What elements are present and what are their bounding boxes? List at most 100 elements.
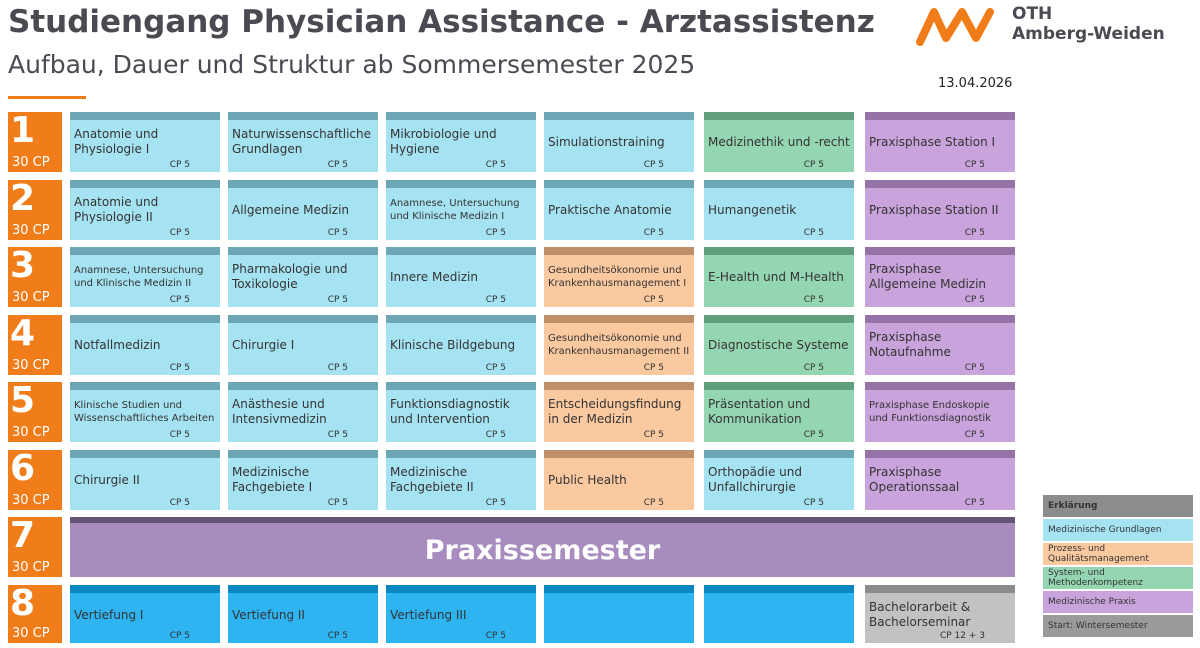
- semester-number: 1: [10, 110, 36, 151]
- semester-cp: 30 CP: [12, 358, 50, 373]
- module-bar: [228, 315, 378, 323]
- module-cp: CP 5: [327, 228, 348, 238]
- module-name-text: Vertiefung III: [390, 607, 467, 622]
- module-name: Praktische Anatomie: [548, 188, 690, 232]
- module: Praxisphase Station II CP 5: [865, 180, 1015, 240]
- module-name: Vertiefung III: [390, 593, 532, 637]
- module-bar: [386, 112, 536, 120]
- module: Diagnostische Systeme CP 5: [704, 315, 854, 375]
- banner-bar: [70, 517, 1015, 523]
- module-bar: [704, 112, 854, 120]
- module: Orthopädie und Unfallchirurgie CP 5: [704, 450, 854, 510]
- semester-box: 4 30 CP: [8, 313, 62, 375]
- module-name-text: Vertiefung I: [74, 607, 144, 622]
- module-bar: [70, 382, 220, 390]
- module: Vertiefung I CP 5: [70, 585, 220, 643]
- module-name: Naturwissenschaftliche Grundlagen: [232, 120, 374, 164]
- module-name: Anästhesie und Intensivmedizin: [232, 390, 374, 434]
- module-bar: [865, 382, 1015, 390]
- module-name-text: Klinische Studien und Wissenschaftliches…: [74, 400, 215, 424]
- module: Allgemeine Medizin CP 5: [228, 180, 378, 240]
- semester-number: 2: [10, 178, 36, 219]
- legend-item: Start: Wintersemester: [1043, 615, 1193, 637]
- module-name-text: Anamnese, Untersuchung und Klinische Med…: [390, 198, 520, 222]
- module-cp: CP 5: [169, 295, 190, 305]
- module-bar: [70, 450, 220, 458]
- module-name: Anatomie und Physiologie II: [74, 188, 216, 232]
- module-cp: CP 5: [643, 295, 664, 305]
- module-cp: CP 5: [803, 295, 824, 305]
- module-bar: [704, 180, 854, 188]
- module-name-text: Praktische Anatomie: [548, 202, 672, 217]
- module-name: Orthopädie und Unfallchirurgie: [708, 458, 850, 502]
- legend-item: Medizinische Praxis: [1043, 591, 1193, 613]
- module-name-text: Bachelorarbeit & Bachelorseminar: [869, 600, 971, 629]
- date: 13.04.2026: [938, 76, 1013, 91]
- semester-cp: 30 CP: [12, 626, 50, 641]
- module-name-text: Gesundheitsökonomie und Krankenhausmanag…: [548, 265, 687, 289]
- module-cp: CP 5: [964, 498, 985, 508]
- module-cp: CP 5: [964, 160, 985, 170]
- module-name-text: Mikrobiologie und Hygiene: [390, 127, 497, 156]
- module-bar: [228, 180, 378, 188]
- semester-number: 6: [10, 448, 36, 489]
- legend-item: Medizinische Grundlagen: [1043, 519, 1193, 541]
- module-name: Gesundheitsökonomie und Krankenhausmanag…: [548, 255, 690, 299]
- module-name: E-Health und M-Health: [708, 255, 850, 299]
- module-name-text: Allgemeine Medizin: [232, 202, 350, 217]
- semester-number: 4: [10, 313, 36, 354]
- module: Gesundheitsökonomie und Krankenhausmanag…: [544, 315, 694, 375]
- module-bar: [544, 585, 694, 593]
- module-name-text: E-Health und M-Health: [708, 269, 844, 284]
- legend-item: Prozess- und Qualitätsmanagement: [1043, 543, 1193, 565]
- module: Bachelorarbeit & Bachelorseminar CP 12 + …: [865, 585, 1015, 643]
- module-name: Funktionsdiagnostik und Intervention: [390, 390, 532, 434]
- module-name-text: Chirurgie I: [232, 337, 295, 352]
- module-bar: [544, 382, 694, 390]
- module-cp: CP 5: [169, 228, 190, 238]
- module: [704, 585, 854, 643]
- module-cp: CP 5: [803, 430, 824, 440]
- module-name-text: Praxisphase Endoskopie und Funktionsdiag…: [869, 400, 991, 424]
- module-name-text: Notfallmedizin: [74, 337, 161, 352]
- module-cp: CP 5: [803, 228, 824, 238]
- module-cp: CP 12 + 3: [939, 631, 985, 641]
- banner: Praxissemester: [70, 517, 1015, 577]
- module-name: Simulationstraining: [548, 120, 690, 164]
- module: Public Health CP 5: [544, 450, 694, 510]
- module-bar: [544, 112, 694, 120]
- semester-number: 3: [10, 245, 36, 286]
- module: Humangenetik CP 5: [704, 180, 854, 240]
- module-name-text: Chirurgie II: [74, 472, 140, 487]
- module-name: Public Health: [548, 458, 690, 502]
- legend-item: System- und Methodenkompetenz: [1043, 567, 1193, 589]
- module: Chirurgie I CP 5: [228, 315, 378, 375]
- module-bar: [386, 585, 536, 593]
- module-name-text: Pharmakologie und Toxikologie: [232, 262, 348, 291]
- module-name-text: Innere Medizin: [390, 269, 478, 284]
- module-bar: [70, 315, 220, 323]
- module-name-text: Public Health: [548, 472, 627, 487]
- module-name: Chirurgie II: [74, 458, 216, 502]
- module: Anamnese, Untersuchung und Klinische Med…: [386, 180, 536, 240]
- module-name: Allgemeine Medizin: [232, 188, 374, 232]
- module-name-text: Praxisphase Operationssaal: [869, 465, 960, 494]
- semester-box: 2 30 CP: [8, 178, 62, 240]
- module-bar: [228, 112, 378, 120]
- module-name-text: Anatomie und Physiologie I: [74, 127, 159, 156]
- module-bar: [704, 450, 854, 458]
- module-cp: CP 5: [485, 160, 506, 170]
- logo-text: OTH: [1012, 4, 1053, 24]
- module-bar: [704, 247, 854, 255]
- module: Gesundheitsökonomie und Krankenhausmanag…: [544, 247, 694, 307]
- module-name: Praxisphase Station II: [869, 188, 1011, 232]
- module-name-text: Medizinethik und -recht: [708, 134, 850, 149]
- module-bar: [386, 180, 536, 188]
- logo-mark: [916, 8, 994, 46]
- module-bar: [704, 315, 854, 323]
- module-cp: CP 5: [485, 430, 506, 440]
- module-name: Praxisphase Endoskopie und Funktionsdiag…: [869, 390, 1011, 434]
- module-cp: CP 5: [964, 363, 985, 373]
- module-name: Medizinethik und -recht: [708, 120, 850, 164]
- module-name: Medizinische Fachgebiete II: [390, 458, 532, 502]
